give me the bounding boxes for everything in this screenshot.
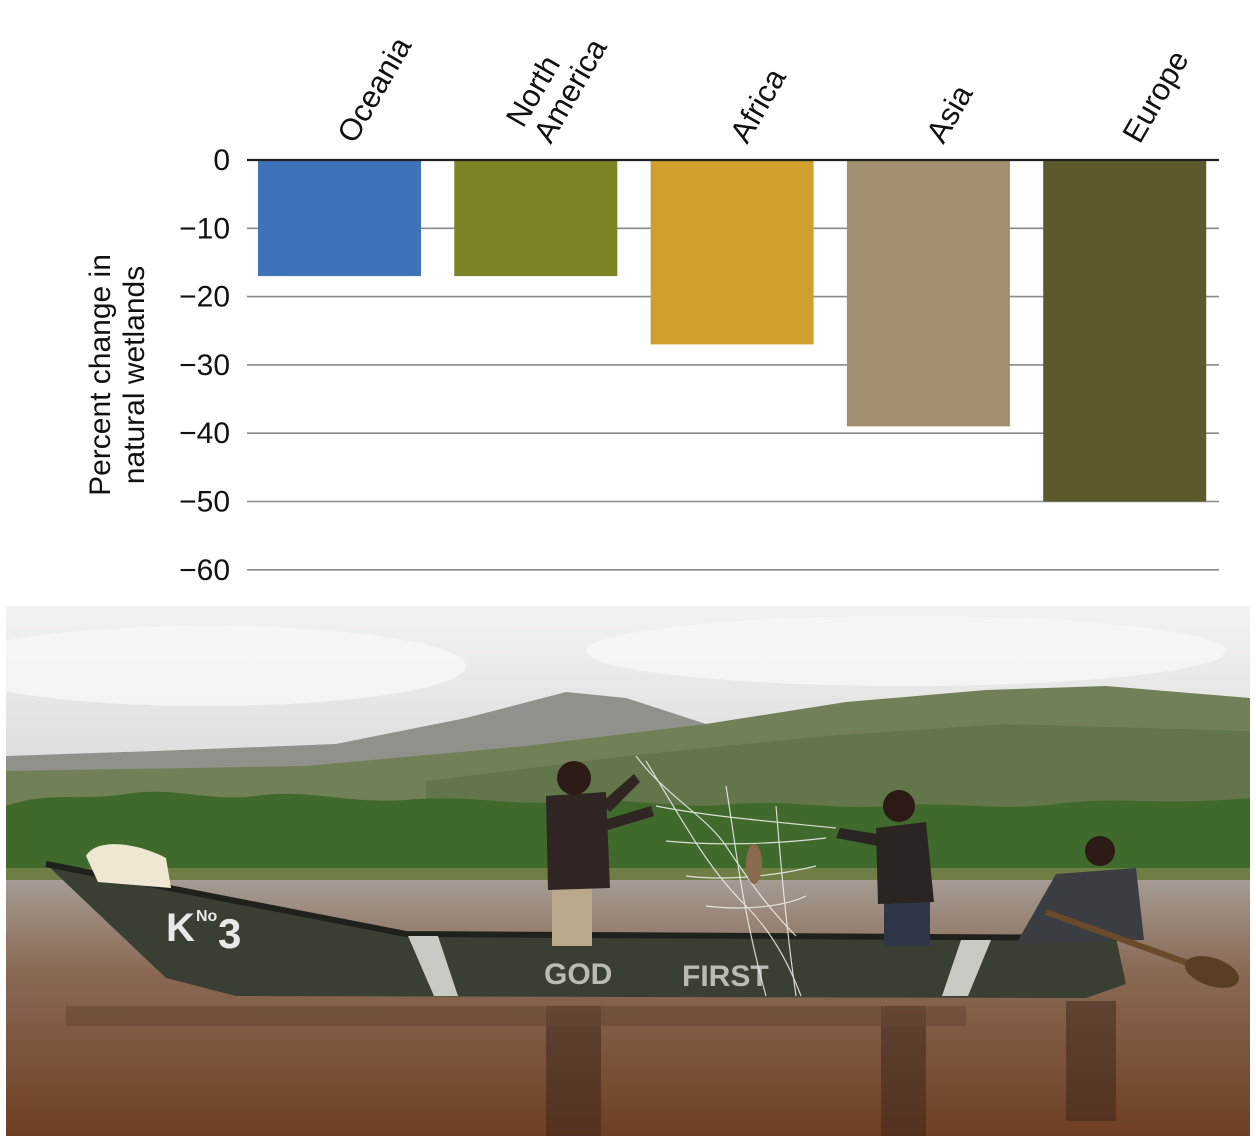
fisherman-left [546,761,654,946]
boat-side-text-2: FIRST [682,960,769,993]
boat-side-text-1: GOD [544,958,612,991]
boat-stripe [942,940,991,996]
water-reflections [66,1001,1116,1136]
category-label-line: Oceania [330,30,418,148]
boat-bow-letter: K [166,906,195,950]
y-tick-labels: 0 −10 −20 −30 −40 −50 −60 [179,144,230,587]
bar [454,160,618,277]
category-label-line: Europe [1115,44,1195,148]
photo-fishermen: K No 3 GOD FIRST [6,606,1250,1136]
bars [258,160,1207,502]
y-axis-label-line-1: Percent change in [84,254,117,496]
bar [846,160,1010,427]
y-tick-label: 0 [213,144,230,177]
category-label-line: Asia [919,78,980,148]
boat-bow-superscript: No [196,908,218,925]
cloud [586,616,1226,686]
category-label-line: Africa [723,62,793,149]
category-label: Europe [1115,44,1195,148]
y-tick-label: −10 [179,212,230,245]
paddle [1044,909,1198,969]
category-label: Asia [919,78,980,148]
bar [1043,160,1207,502]
boat-bow-number: 3 [218,910,241,957]
y-tick-label: −60 [179,554,230,587]
fish [746,844,762,884]
tree-line [6,791,1250,881]
boat-stripe [408,936,458,996]
boat-hull [46,864,1126,998]
y-axis-label-line-2: natural wetlands [118,266,151,484]
bar [258,160,421,277]
fisherman-middle [836,790,934,946]
shoreline [6,868,1250,882]
y-tick-label: −40 [179,417,230,450]
paddle-blade [1185,956,1239,988]
y-tick-label: −20 [179,281,230,314]
category-label: Africa [723,62,793,149]
cloud [6,626,466,706]
fisherman-right [1016,836,1144,944]
bar [650,160,814,345]
y-axis-label: Percent change in natural wetlands [84,254,151,496]
y-tick-label: −50 [179,486,230,519]
y-tick-label: −30 [179,349,230,382]
net-bundle [86,844,171,888]
category-label: Oceania [330,30,418,148]
